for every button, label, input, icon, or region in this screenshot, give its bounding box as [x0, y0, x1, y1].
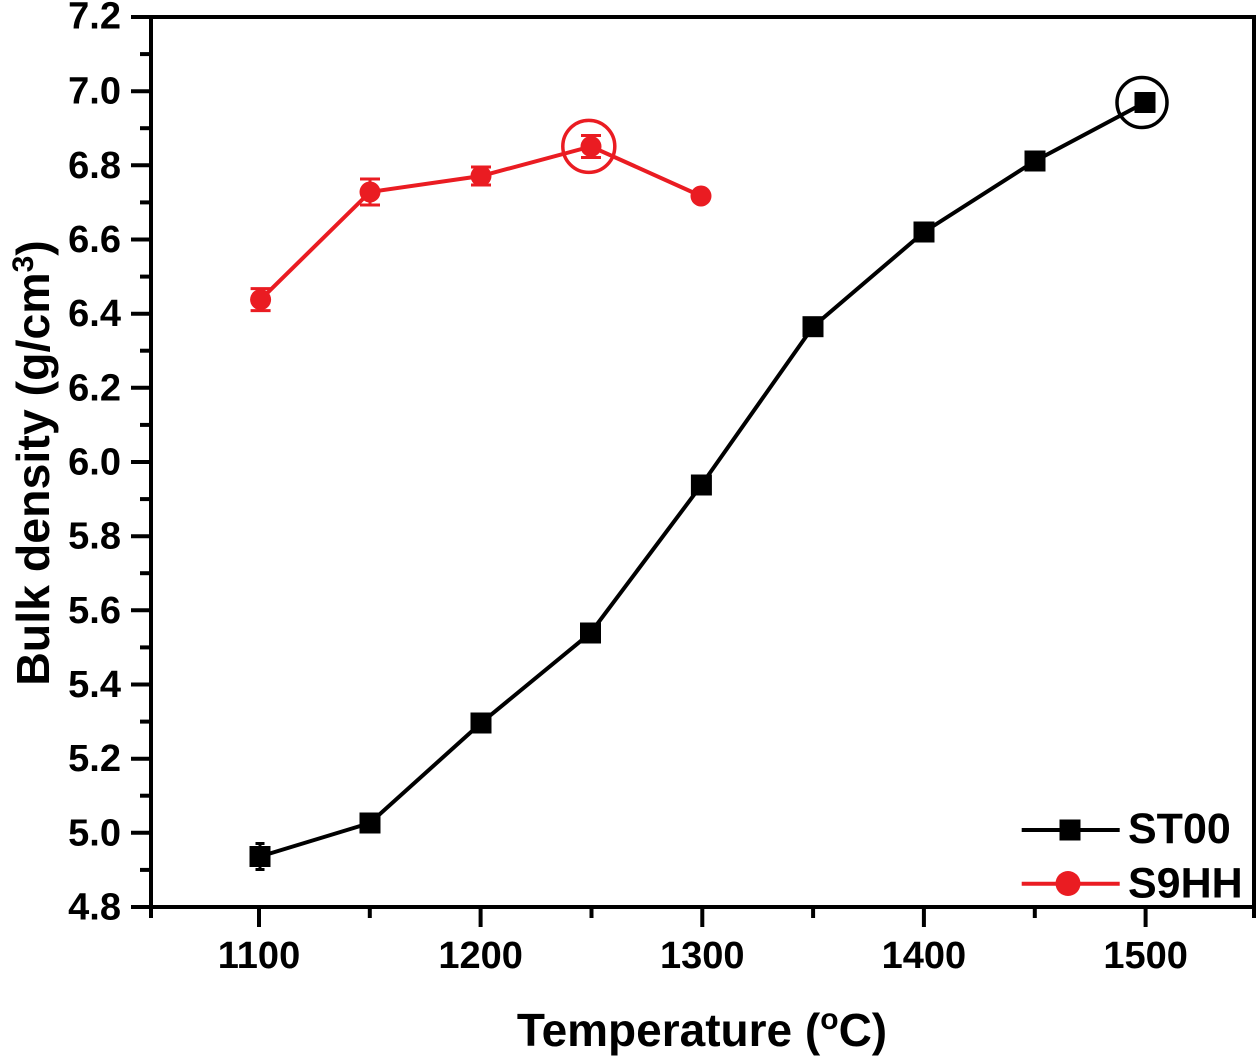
svg-text:5.8: 5.8 — [68, 516, 121, 558]
svg-text:5.2: 5.2 — [68, 738, 121, 780]
svg-text:5.0: 5.0 — [68, 812, 121, 854]
svg-text:1300: 1300 — [660, 935, 745, 977]
svg-text:Temperature (oC): Temperature (oC) — [517, 1003, 887, 1056]
svg-text:5.6: 5.6 — [68, 590, 121, 632]
svg-text:1500: 1500 — [1103, 935, 1188, 977]
svg-text:4.8: 4.8 — [68, 887, 121, 929]
svg-text:7.0: 7.0 — [68, 71, 121, 113]
svg-text:6.4: 6.4 — [68, 293, 121, 335]
svg-text:6.6: 6.6 — [68, 219, 121, 261]
svg-text:Bulk density (g/cm3): Bulk density (g/cm3) — [7, 240, 59, 686]
svg-text:1200: 1200 — [438, 935, 523, 977]
svg-text:1100: 1100 — [218, 935, 300, 977]
svg-text:5.4: 5.4 — [68, 664, 121, 706]
svg-text:S9HH: S9HH — [1128, 860, 1243, 908]
svg-text:7.2: 7.2 — [68, 0, 121, 38]
svg-text:ST00: ST00 — [1128, 805, 1231, 853]
svg-text:6.0: 6.0 — [68, 442, 121, 484]
svg-text:6.2: 6.2 — [68, 367, 121, 409]
svg-text:1400: 1400 — [882, 935, 967, 977]
svg-text:6.8: 6.8 — [68, 145, 121, 187]
